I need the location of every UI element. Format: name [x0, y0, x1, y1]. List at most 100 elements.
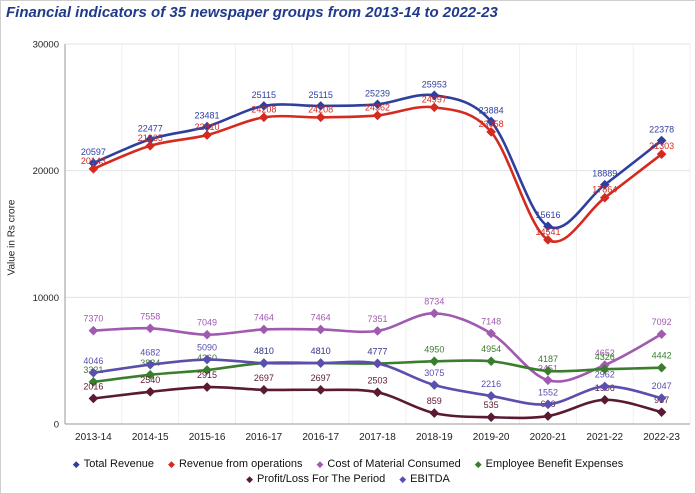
- x-tick-label: 2016-17: [302, 432, 339, 443]
- data-point: [88, 393, 99, 404]
- data-point: [429, 380, 440, 390]
- data-point: [315, 324, 326, 335]
- legend-item: ◆ Cost of Material Consumed: [316, 458, 460, 470]
- legend-marker-icon: ◆: [474, 458, 482, 469]
- data-point: [145, 323, 156, 334]
- data-label: 2503: [367, 375, 387, 385]
- data-label: 7092: [652, 317, 672, 327]
- data-point: [202, 382, 212, 392]
- data-label: 1552: [538, 387, 558, 397]
- data-point: [315, 385, 326, 395]
- data-label: 24208: [251, 104, 276, 114]
- data-label: 2047: [652, 381, 672, 391]
- data-label: 2915: [197, 370, 217, 380]
- legend-item: ◆ Total Revenue: [73, 458, 154, 470]
- data-label: 4810: [311, 346, 331, 356]
- data-point: [145, 387, 156, 397]
- data-label: 2697: [311, 373, 331, 383]
- data-label: 22810: [195, 122, 220, 132]
- data-point: [429, 356, 440, 367]
- data-point: [599, 381, 610, 392]
- data-label: 23058: [479, 119, 504, 129]
- x-tick-label: 2021-22: [586, 432, 623, 443]
- data-point: [486, 412, 496, 423]
- data-label: 25115: [252, 90, 276, 100]
- data-point: [88, 325, 99, 336]
- data-label: 2697: [254, 373, 274, 383]
- data-point: [202, 329, 212, 340]
- data-label: 20597: [81, 147, 106, 157]
- data-point: [202, 365, 212, 375]
- data-label: 4682: [140, 348, 160, 358]
- data-point: [656, 362, 667, 373]
- data-label: 4810: [254, 346, 274, 356]
- data-label: 18889: [592, 169, 617, 179]
- data-point: [599, 192, 610, 203]
- data-label: 3075: [424, 368, 444, 378]
- data-label: 17864: [592, 185, 617, 195]
- data-point: [656, 135, 667, 146]
- data-label: 4187: [538, 354, 558, 364]
- data-label: 23884: [479, 105, 504, 115]
- legend-item: ◆ EBITDA: [399, 473, 450, 485]
- data-label: 7558: [140, 311, 160, 321]
- legend-item: ◆ Profit/Loss For The Period: [246, 473, 385, 485]
- legend-label: Revenue from operations: [178, 458, 303, 470]
- data-point: [372, 326, 383, 336]
- data-point: [145, 134, 156, 145]
- data-point: [543, 235, 553, 245]
- data-label: 7351: [367, 314, 387, 324]
- legend-marker-icon: ◆: [246, 473, 254, 484]
- data-point: [315, 358, 326, 368]
- x-tick-label: 2013-14: [75, 432, 112, 443]
- data-label: 24208: [308, 104, 333, 114]
- data-point: [145, 140, 156, 151]
- data-point: [259, 358, 269, 368]
- data-label: 4954: [481, 344, 501, 354]
- data-label: 7049: [197, 318, 217, 328]
- data-label: 21965: [138, 133, 163, 143]
- series-line: [92, 105, 663, 243]
- legend-label: Cost of Material Consumed: [327, 458, 461, 470]
- data-point: [543, 221, 553, 232]
- data-point: [486, 356, 496, 367]
- legend-label: Profit/Loss For The Period: [257, 473, 386, 485]
- data-label: 4777: [367, 346, 387, 356]
- chart-title: Financial indicators of 35 newspaper gro…: [6, 4, 498, 21]
- data-label: 2962: [595, 369, 615, 379]
- legend-row: ◆ Total Revenue ◆ Revenue from operations ◆ C…: [0, 458, 696, 470]
- data-label: 7464: [254, 312, 274, 322]
- legend-marker-icon: ◆: [399, 473, 407, 484]
- data-label: 7370: [83, 314, 103, 324]
- x-tick-label: 2015-16: [189, 432, 226, 443]
- data-point: [599, 179, 610, 190]
- data-point: [486, 127, 496, 137]
- data-label: 24997: [422, 94, 447, 104]
- data-label: 2016: [83, 381, 103, 391]
- legend-marker-icon: ◆: [72, 458, 80, 469]
- data-label: 24362: [365, 102, 390, 112]
- y-tick-label: 10000: [33, 293, 59, 304]
- data-label: 859: [427, 396, 442, 406]
- data-point: [259, 324, 269, 335]
- legend-label: Total Revenue: [83, 458, 155, 470]
- data-point: [88, 377, 99, 387]
- data-label: 21303: [649, 141, 674, 151]
- legend-label: EBITDA: [410, 473, 450, 485]
- data-point: [202, 130, 212, 140]
- data-point: [486, 328, 496, 339]
- data-label: 2216: [481, 379, 501, 389]
- x-tick-label: 2018-19: [416, 432, 453, 443]
- data-label: 4950: [424, 344, 444, 354]
- data-label: 7148: [481, 316, 501, 326]
- data-point: [429, 308, 440, 319]
- data-label: 25953: [422, 79, 447, 89]
- data-point: [372, 387, 383, 398]
- data-label: 15616: [535, 210, 560, 220]
- data-point: [656, 393, 667, 403]
- legend: ◆ Total Revenue ◆ Revenue from operations ◆ C…: [0, 458, 696, 488]
- data-label: 4652: [595, 348, 615, 358]
- legend-row: ◆ Profit/Loss For The Period ◆ EBITDA: [0, 473, 696, 485]
- y-tick-label: 20000: [33, 166, 59, 177]
